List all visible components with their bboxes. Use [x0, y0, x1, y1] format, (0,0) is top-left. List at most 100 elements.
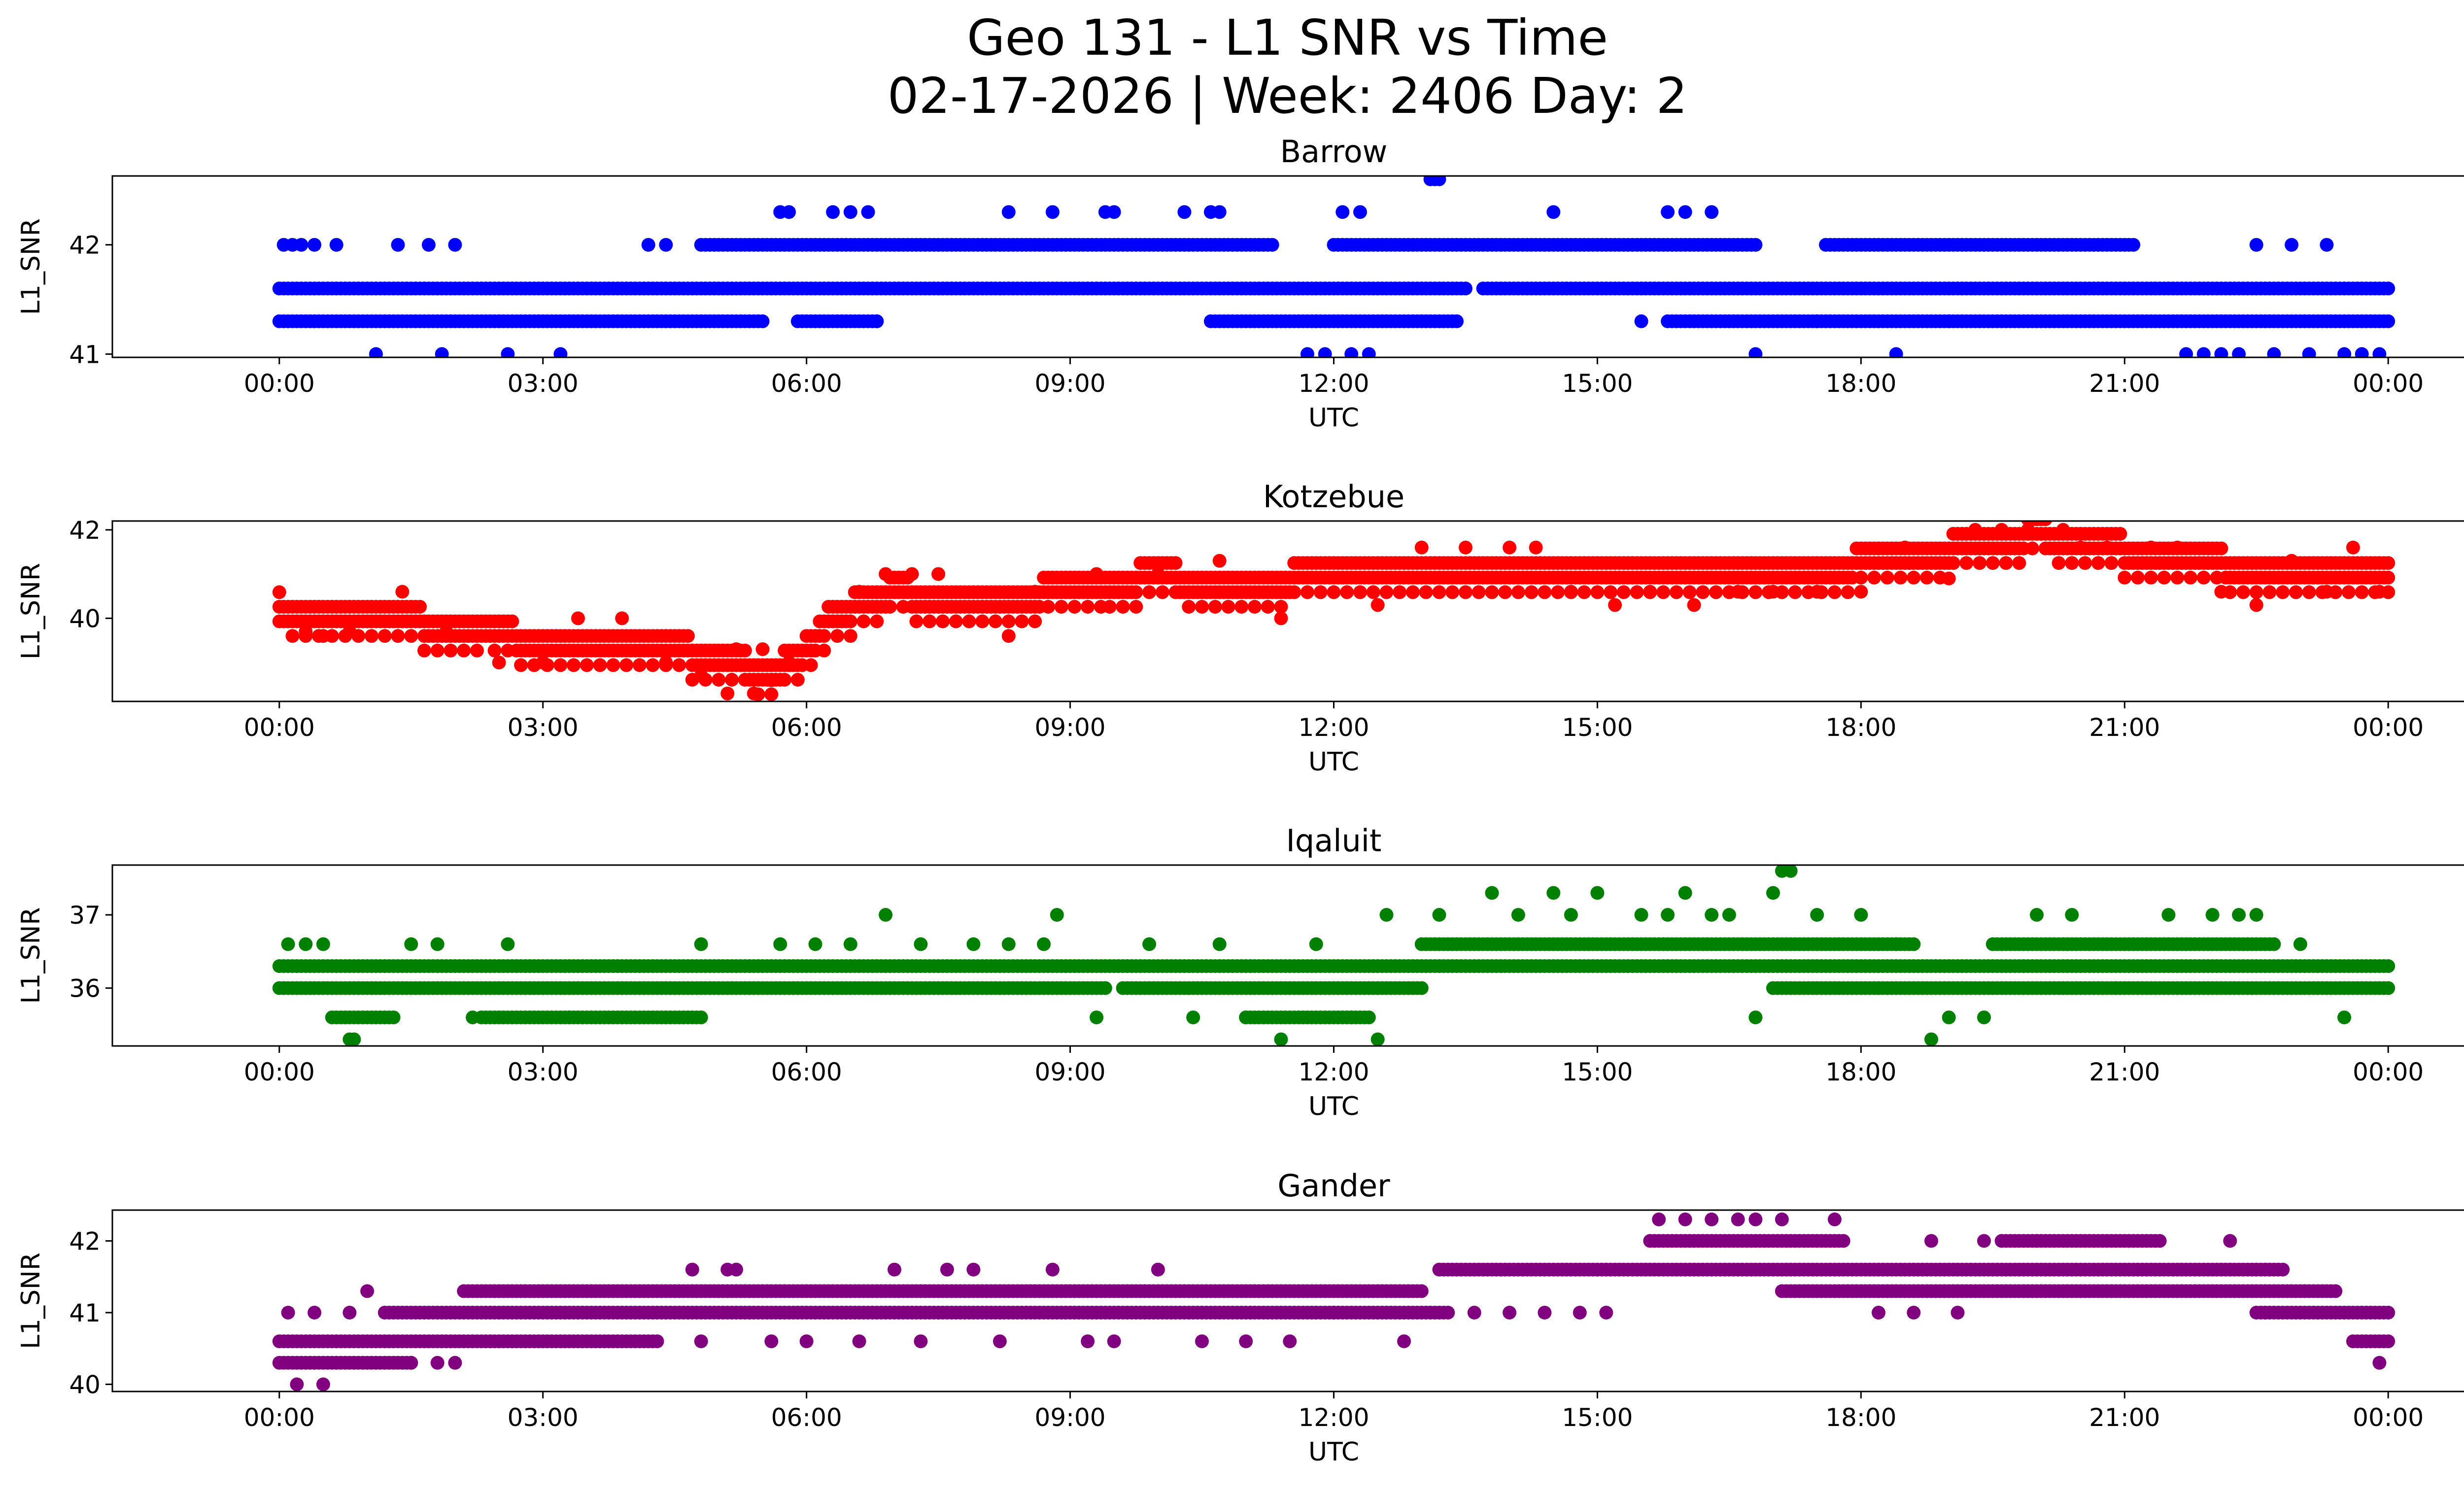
data-point [1551, 585, 1565, 599]
data-point [580, 658, 594, 672]
data-point [975, 614, 990, 628]
data-point [1102, 600, 1117, 614]
x-tick-label: 09:00 [1035, 713, 1106, 742]
kotzebue-x-axis-label: UTC [1308, 747, 1359, 777]
data-point [729, 642, 743, 657]
data-point [2236, 585, 2250, 599]
data-point [992, 1334, 1007, 1349]
data-point [430, 1356, 445, 1370]
data-point [421, 238, 436, 252]
data-point [1951, 1306, 1965, 1320]
data-point [2249, 238, 2263, 252]
data-point [940, 1262, 954, 1277]
data-point [1810, 585, 1824, 599]
figure-title-line-1: Geo 131 - L1 SNR vs Time [967, 9, 1608, 67]
data-point [1344, 347, 1359, 357]
data-point [852, 585, 866, 599]
data-point [404, 1356, 418, 1370]
data-point [1766, 585, 1780, 599]
x-tick-label: 09:00 [1035, 369, 1106, 398]
data-point [1221, 600, 1235, 614]
data-point [2161, 908, 2176, 922]
y-tick-label: 37 [69, 901, 101, 930]
data-point [914, 937, 928, 951]
data-point [1867, 570, 1882, 585]
data-point [1015, 614, 1029, 628]
data-point [641, 238, 655, 252]
data-point [1731, 585, 1745, 599]
data-point [2342, 585, 2356, 599]
data-point [316, 1377, 330, 1391]
data-point [492, 656, 506, 670]
data-point [342, 625, 357, 639]
data-point [1827, 1212, 1842, 1226]
y-tick-label: 41 [69, 1299, 101, 1327]
data-point [2381, 959, 2396, 973]
data-point [2249, 585, 2263, 599]
data-point [1335, 205, 1350, 219]
data-point [1362, 1010, 1376, 1025]
data-point [725, 673, 739, 687]
data-point [966, 1262, 981, 1277]
data-point [856, 614, 871, 628]
data-point [764, 1334, 779, 1349]
data-point [2320, 585, 2334, 599]
data-point [1274, 611, 1288, 626]
data-point [2118, 570, 2132, 585]
kotzebue-panel-title: Kotzebue [1263, 479, 1404, 515]
data-point [2355, 585, 2369, 599]
data-point [1766, 886, 1780, 900]
data-point [782, 656, 796, 670]
data-point [1379, 908, 1394, 922]
data-point [272, 585, 286, 599]
data-point [2355, 347, 2369, 357]
data-point [843, 205, 857, 219]
figure-title: Geo 131 - L1 SNR vs Time 02-17-2026 | We… [0, 9, 2464, 125]
data-point [1538, 585, 1552, 599]
data-point [694, 1010, 708, 1025]
data-point [457, 643, 471, 658]
data-point [1177, 205, 1192, 219]
data-point [1041, 600, 1055, 614]
data-point [1652, 1212, 1666, 1226]
data-point [1107, 205, 1121, 219]
x-tick-label: 06:00 [771, 369, 842, 398]
data-point [1261, 600, 1275, 614]
data-point [1028, 614, 1042, 628]
data-point [830, 629, 845, 643]
data-point [681, 629, 695, 643]
data-point [1604, 585, 1618, 599]
data-point [1590, 585, 1605, 599]
data-point [1050, 908, 1064, 922]
data-point [1001, 937, 1016, 951]
data-point [1459, 281, 1472, 296]
data-point [1942, 1010, 1956, 1025]
data-point [2372, 585, 2387, 599]
data-point [843, 629, 857, 643]
data-point [1353, 205, 1367, 219]
data-point [1098, 981, 1112, 995]
x-tick-label: 00:00 [2353, 713, 2424, 742]
data-point [417, 643, 431, 658]
data-point [2285, 554, 2299, 568]
data-point [1968, 522, 1983, 537]
data-point [755, 642, 770, 657]
x-tick-label: 00:00 [2353, 1058, 2424, 1086]
data-point [1827, 585, 1842, 599]
x-tick-label: 15:00 [1562, 1058, 1633, 1086]
data-point [1234, 600, 1249, 614]
data-point [1001, 629, 1016, 643]
data-point [1393, 585, 1407, 599]
data-point [1564, 585, 1578, 599]
x-tick-label: 03:00 [508, 1058, 579, 1086]
data-point [1129, 585, 1143, 599]
y-tick-label: 36 [69, 974, 101, 1003]
data-point [755, 314, 770, 328]
data-point [1090, 567, 1104, 581]
data-point [448, 1356, 462, 1370]
kotzebue-data [272, 521, 2396, 701]
data-point [1441, 1306, 1455, 1320]
data-point [567, 658, 581, 672]
data-point [2372, 1356, 2387, 1370]
data-point [1208, 600, 1222, 614]
